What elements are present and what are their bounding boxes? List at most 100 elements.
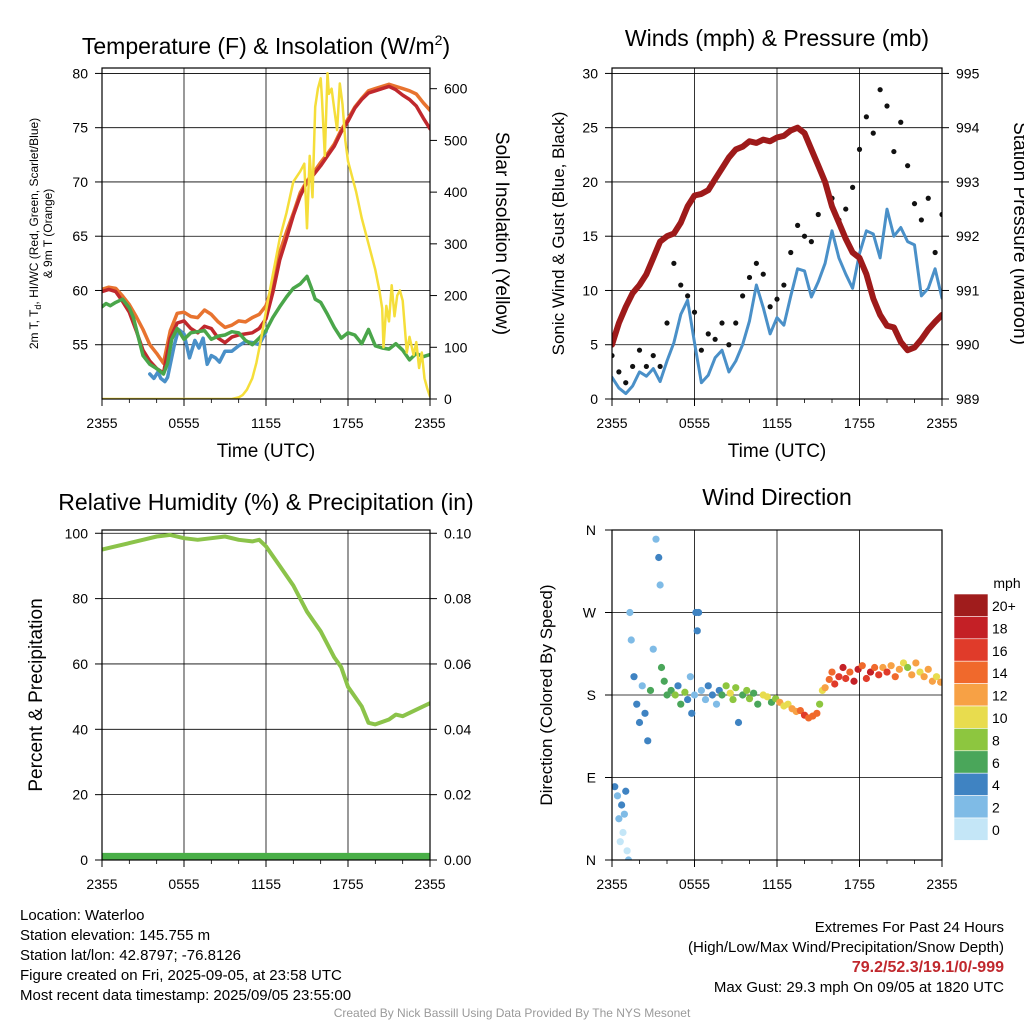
gust-point xyxy=(801,233,808,239)
direction-point xyxy=(908,671,916,679)
direction-point xyxy=(701,695,710,704)
y-tick-label: W xyxy=(583,605,597,621)
direction-point xyxy=(688,709,696,717)
y-tick-label: 65 xyxy=(72,228,88,244)
station-location: Location: Waterloo xyxy=(20,907,145,924)
plot-area xyxy=(102,532,430,860)
direction-point xyxy=(681,688,689,696)
direction-point xyxy=(615,815,623,823)
colorbar-label: 12 xyxy=(992,688,1008,704)
y-tick-label: 20 xyxy=(72,787,88,803)
gust-point xyxy=(733,320,739,326)
direction-point xyxy=(745,695,754,703)
direction-point xyxy=(904,663,912,672)
plot-frame xyxy=(611,529,943,861)
direction-point xyxy=(842,674,850,683)
y-tick-label: 80 xyxy=(72,65,88,81)
colorbar-label: 8 xyxy=(992,732,1000,748)
direction-point xyxy=(671,691,679,699)
gust-point xyxy=(740,293,746,299)
gust-point xyxy=(774,296,780,302)
direction-point xyxy=(684,695,692,704)
x-axis-label: Time (UTC) xyxy=(217,441,316,462)
station-latlon: Station lat/lon: 42.8797; -76.8126 xyxy=(20,947,242,964)
direction-point xyxy=(718,691,726,699)
y2-tick-label: 0.00 xyxy=(444,852,471,868)
direction-point xyxy=(784,700,792,708)
direction-point xyxy=(686,673,694,681)
series-line-2 xyxy=(612,124,942,354)
direction-point xyxy=(912,659,920,667)
direction-point xyxy=(674,682,682,690)
direction-point xyxy=(866,668,875,676)
gust-point xyxy=(767,304,773,310)
direction-point xyxy=(875,671,883,679)
colorbar-swatch xyxy=(953,728,989,752)
colorbar-title: mph xyxy=(993,575,1020,591)
direction-point xyxy=(677,700,685,708)
colorbar-swatch xyxy=(953,705,989,729)
gust-point xyxy=(643,363,649,370)
gust-point xyxy=(898,119,904,125)
gust-point xyxy=(856,146,863,152)
gust-point xyxy=(877,87,883,93)
plot-area xyxy=(612,87,942,396)
gust-point xyxy=(746,274,753,281)
direction-point xyxy=(732,684,740,692)
x-tick-label: 2355 xyxy=(414,415,445,431)
y-tick-label: 80 xyxy=(72,591,88,607)
direction-point xyxy=(622,787,630,795)
gust-point xyxy=(905,163,911,169)
colorbar-swatch xyxy=(953,795,989,819)
y2-tick-label: 0.02 xyxy=(444,787,471,803)
y2-tick-label: 994 xyxy=(956,120,980,136)
direction-point xyxy=(649,645,657,653)
y-tick-label: 0 xyxy=(80,852,88,868)
gust-point xyxy=(863,114,869,120)
direction-point xyxy=(846,668,854,676)
x-tick-label: 1755 xyxy=(844,876,875,892)
gust-point xyxy=(636,347,643,353)
direction-point xyxy=(831,680,839,688)
y-tick-label: 55 xyxy=(72,337,88,353)
colorbar-label: 10 xyxy=(992,710,1008,726)
direction-point xyxy=(739,691,747,699)
direction-point xyxy=(920,673,928,681)
direction-point xyxy=(646,686,655,695)
direction-point xyxy=(704,682,712,690)
gust-point xyxy=(932,249,938,256)
direction-point xyxy=(626,608,634,617)
y2-tick-label: 100 xyxy=(444,339,468,355)
colorbar-swatch xyxy=(953,660,989,684)
x-tick-label: 0555 xyxy=(168,876,199,892)
gust-point xyxy=(918,217,924,223)
colorbar-label: 0 xyxy=(992,822,1000,838)
y-tick-label: 30 xyxy=(582,65,598,81)
y-tick-label: S xyxy=(587,687,596,703)
direction-point xyxy=(839,663,847,672)
direction-point xyxy=(690,691,699,699)
direction-point xyxy=(655,553,663,562)
x-tick-label: 2355 xyxy=(86,415,117,431)
direction-point xyxy=(656,581,664,589)
x-tick-label: 0555 xyxy=(168,415,199,431)
direction-point xyxy=(763,693,771,701)
y-tick-label: E xyxy=(587,770,596,786)
y-tick-label: 40 xyxy=(72,721,88,737)
direction-point xyxy=(667,686,675,695)
gust-point xyxy=(850,184,856,190)
y2-tick-label: 992 xyxy=(956,228,980,244)
direction-point xyxy=(623,847,631,855)
direction-point xyxy=(620,810,628,818)
gust-point xyxy=(843,206,849,212)
gust-point xyxy=(726,342,732,348)
station-info: Location: Waterloo Station elevation: 14… xyxy=(20,906,351,1006)
direction-point xyxy=(627,636,635,644)
y-tick-label: 10 xyxy=(582,282,598,298)
y2-tick-label: 0 xyxy=(444,391,452,407)
humidity-precipitation-chart: 2355 0555 1155 1755 2355 0 20 40 60 80 100 0.00 0.02… xyxy=(26,489,474,892)
x-tick-label: 2355 xyxy=(414,876,445,892)
y-tick-label: 25 xyxy=(582,120,598,136)
extremes-summary: Extremes For Past 24 Hours (High/Low/Max… xyxy=(688,918,1004,998)
direction-point xyxy=(722,682,730,690)
